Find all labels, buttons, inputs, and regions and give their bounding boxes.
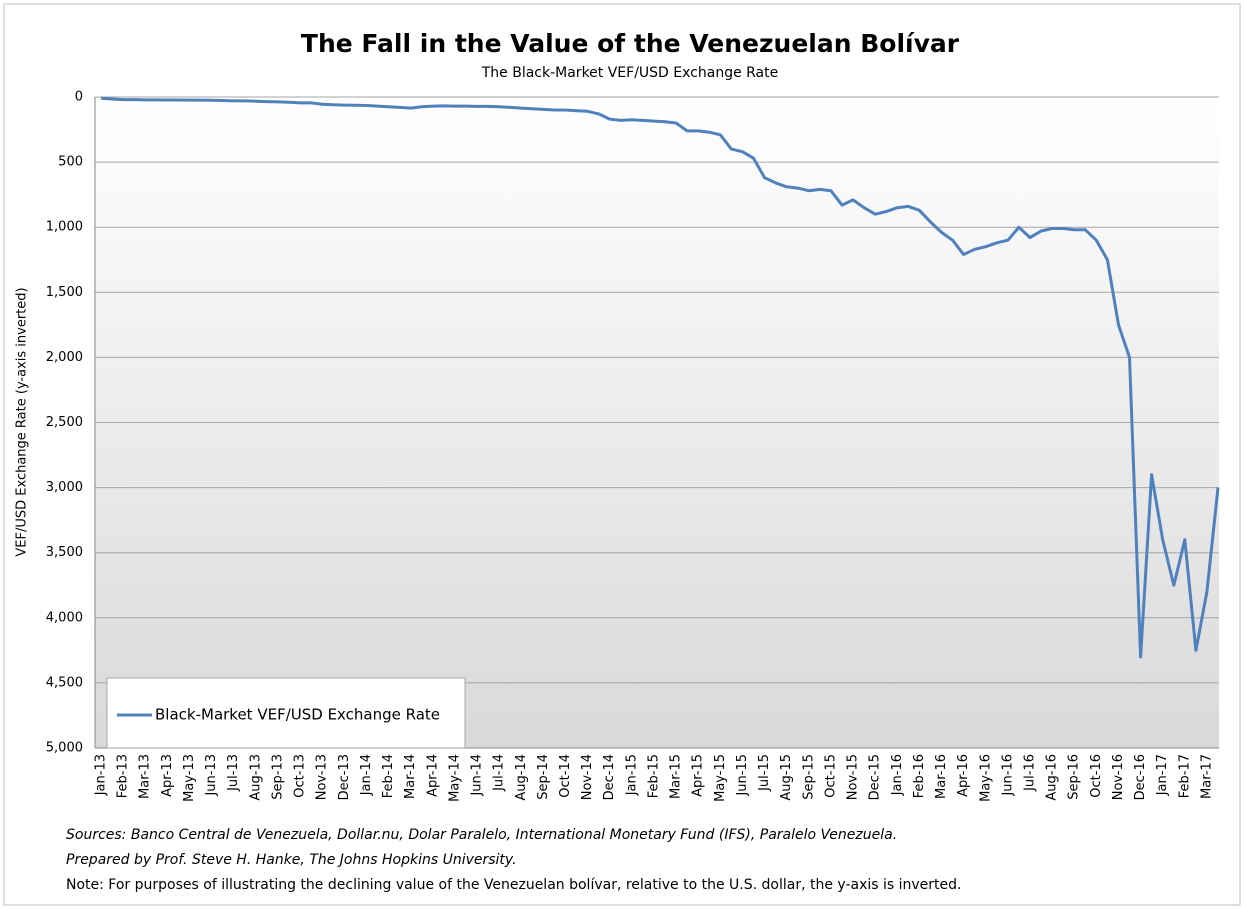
x-tick-label: Aug-16 xyxy=(1045,754,1060,801)
x-tick-label: Mar-16 xyxy=(934,754,949,799)
chart-subtitle: The Black-Market VEF/USD Exchange Rate xyxy=(481,65,779,81)
x-tick-label: Nov-15 xyxy=(846,754,861,800)
x-tick-label: Jul-16 xyxy=(1022,754,1037,792)
y-tick-label: 4,500 xyxy=(46,675,83,690)
x-tick-label: Jun-13 xyxy=(204,754,219,797)
x-tick-label: Dec-13 xyxy=(337,754,352,800)
x-tick-label: Mar-14 xyxy=(403,754,418,799)
x-tick-label: Jan-16 xyxy=(890,754,905,796)
x-tick-label: Jul-13 xyxy=(226,754,241,792)
x-tick-label: Aug-15 xyxy=(779,754,794,801)
x-tick-label: Jun-15 xyxy=(735,754,750,797)
legend xyxy=(106,677,466,749)
y-tick-label: 500 xyxy=(58,155,83,170)
x-tick-label: Feb-14 xyxy=(381,754,396,798)
x-tick-label: Mar-17 xyxy=(1199,754,1214,799)
y-tick-label: 1,500 xyxy=(46,285,83,300)
y-axis-label: VEF/USD Exchange Rate (y-axis inverted) xyxy=(15,287,30,556)
chart-title: The Fall in the Value of the Venezuelan … xyxy=(301,29,960,58)
x-tick-label: Mar-15 xyxy=(669,754,684,799)
x-tick-label: Jan-13 xyxy=(94,754,109,796)
x-tick-label: Jan-14 xyxy=(359,754,374,796)
x-tick-label: Jan-15 xyxy=(624,754,639,796)
x-tick-label: Apr-16 xyxy=(956,754,971,797)
x-tick-label: Oct-13 xyxy=(293,754,308,798)
y-tick-label: 5,000 xyxy=(46,741,83,756)
x-tick-label: Dec-15 xyxy=(868,754,883,800)
note: Prepared by Prof. Steve H. Hanke, The Jo… xyxy=(66,852,517,868)
note: Note: For purposes of illustrating the d… xyxy=(66,877,962,893)
x-tick-label: Oct-16 xyxy=(1089,754,1104,798)
x-tick-label: Nov-16 xyxy=(1111,754,1126,800)
x-tick-label: May-14 xyxy=(447,754,462,802)
x-tick-label: Jul-15 xyxy=(757,754,772,792)
y-tick-label: 2,000 xyxy=(46,350,83,365)
x-tick-label: May-15 xyxy=(713,754,728,802)
x-tick-label: Sep-16 xyxy=(1067,754,1082,800)
x-tick-label: Aug-14 xyxy=(514,754,529,801)
x-tick-label: Feb-17 xyxy=(1177,754,1192,798)
x-tick-label: Feb-16 xyxy=(912,754,927,798)
x-tick-label: Oct-15 xyxy=(823,754,838,798)
x-tick-label: Aug-13 xyxy=(248,754,263,801)
x-tick-label: Jun-16 xyxy=(1000,754,1015,797)
x-tick-label: Nov-14 xyxy=(580,754,595,800)
y-tick-label: 1,000 xyxy=(46,220,83,235)
x-tick-label: Dec-16 xyxy=(1133,754,1148,800)
x-tick-label: Sep-14 xyxy=(536,754,551,800)
y-tick-label: 4,000 xyxy=(46,610,83,625)
legend-label: Black-Market VEF/USD Exchange Rate xyxy=(155,706,440,724)
y-tick-label: 0 xyxy=(75,90,83,105)
data-line xyxy=(100,96,1220,659)
x-tick-label: Feb-13 xyxy=(116,754,131,798)
x-tick-label: Mar-13 xyxy=(138,754,153,799)
x-tick-label: Dec-14 xyxy=(602,754,617,800)
x-tick-label: Apr-13 xyxy=(160,754,175,797)
x-tick-label: May-16 xyxy=(978,754,993,802)
x-tick-label: Apr-15 xyxy=(691,754,706,797)
x-tick-label: Jun-14 xyxy=(470,754,485,797)
x-tick-label: Jul-14 xyxy=(492,754,507,792)
y-tick-label: 3,500 xyxy=(46,545,83,560)
y-tick-label: 2,500 xyxy=(46,415,83,430)
y-tick-label: 3,000 xyxy=(46,480,83,495)
x-tick-label: May-13 xyxy=(182,754,197,802)
x-tick-label: Sep-15 xyxy=(801,754,816,800)
x-tick-label: Jan-17 xyxy=(1155,754,1170,796)
x-tick-label: Sep-13 xyxy=(270,754,285,800)
note: Sources: Banco Central de Venezuela, Dol… xyxy=(66,827,897,843)
x-tick-label: Feb-15 xyxy=(646,754,661,798)
x-tick-label: Apr-14 xyxy=(425,754,440,797)
x-tick-label: Nov-13 xyxy=(315,754,330,800)
x-tick-label: Oct-14 xyxy=(558,754,573,798)
